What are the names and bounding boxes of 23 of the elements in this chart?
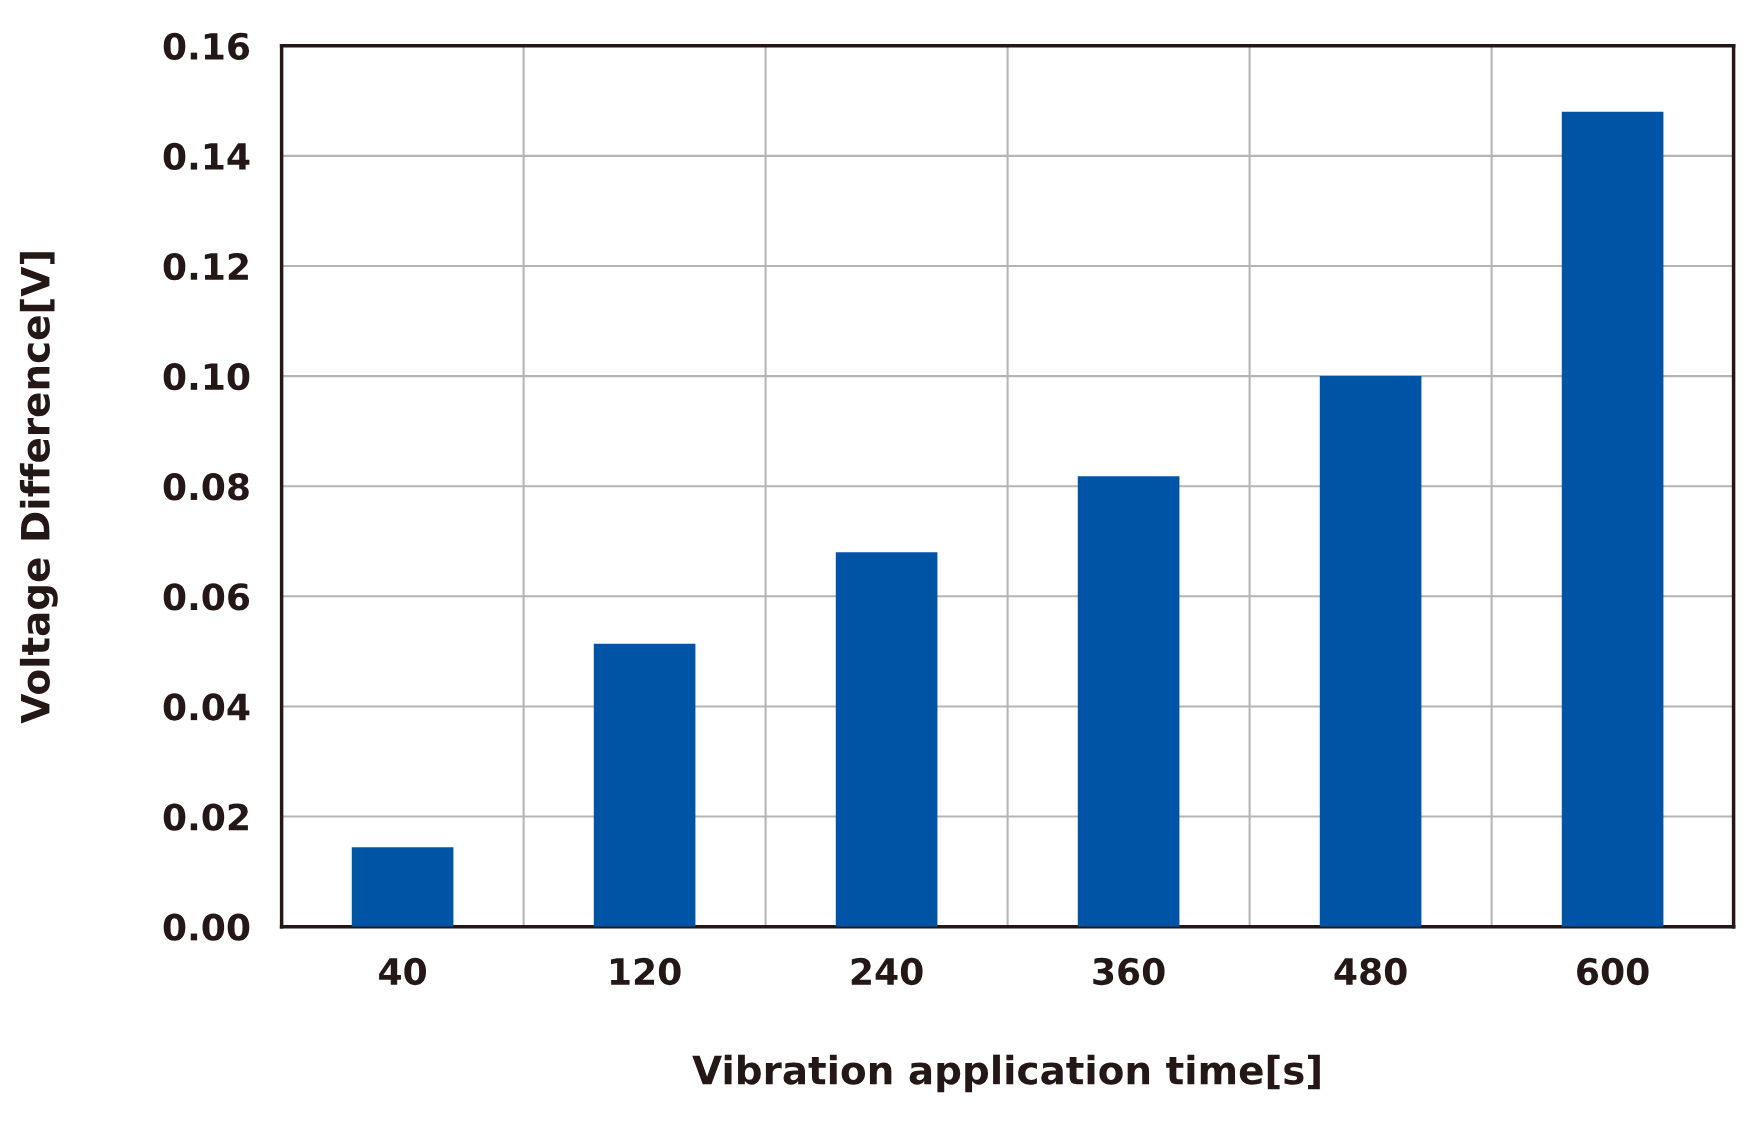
bar (351, 847, 454, 927)
x-tick-label: 600 (1577, 957, 1649, 986)
y-tick-label: 0.00 (163, 913, 250, 941)
bar (593, 643, 696, 927)
x-axis-title: Vibration application time[s] (692, 1054, 1320, 1093)
x-tick-label: 360 (1093, 957, 1165, 986)
y-tick-label: 0.06 (163, 583, 250, 611)
y-tick-label: 0.04 (163, 693, 250, 721)
y-axis-title: Voltage Difference[V] (19, 252, 58, 724)
x-tick-label: 120 (610, 957, 681, 986)
bar (1319, 376, 1422, 927)
x-tick-label: 480 (1334, 957, 1407, 986)
bar (1561, 111, 1664, 927)
y-tick-label: 0.12 (163, 252, 248, 281)
y-tick-label: 0.10 (163, 363, 250, 391)
bar (835, 552, 938, 927)
y-tick-label: 0.02 (163, 803, 248, 831)
x-tick-label: 40 (379, 957, 426, 986)
bar (1077, 476, 1180, 927)
x-tick-label: 240 (851, 957, 923, 986)
y-tick-label: 0.14 (163, 142, 250, 171)
y-tick-label: 0.08 (163, 473, 249, 501)
y-tick-label: 0.16 (163, 32, 250, 60)
